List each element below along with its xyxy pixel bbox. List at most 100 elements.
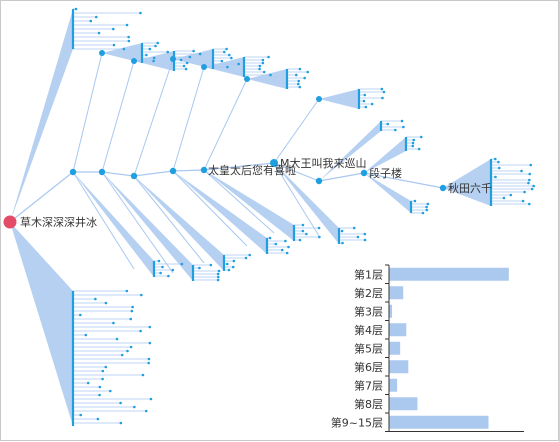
tree-leaf-node [156,41,160,45]
tree-branch-node [316,96,322,102]
bar-category-label: 第7层 [354,378,383,392]
tree-link [273,162,320,182]
tree-leaf-node [411,144,415,148]
tree-leaf-node [298,238,302,242]
tree-leaf-node [528,178,531,182]
tree-fan [134,176,224,271]
tree-leaf-node [521,199,525,203]
tree-leaf-node [112,43,116,47]
bar-category-label: 第2层 [354,286,383,300]
tree-leaf-node [185,61,189,65]
tree-leaf-node [148,47,152,51]
tree-leaf-node [267,55,270,59]
tree-leaf-node [317,226,321,230]
tree-labels: 草木深深深井冰 太皇太后您有喜啦 M大王叫我来巡山 段子楼 秋田六千 [20,156,492,229]
tree-leaf-node [248,253,251,257]
tree-leaf-node [301,223,305,227]
tree-leaf-node [198,266,201,270]
tree-leaf-node [340,229,344,233]
tree-leaf-node [426,202,430,206]
bar-category-label: 第3层 [354,304,383,318]
tree-leaf-node [400,119,404,123]
bar-category-label: 第6层 [354,360,383,374]
tree-leaf-node [139,329,142,333]
tree-leaf-node [523,190,526,194]
tree-leaf-node [147,357,151,361]
tree-links [9,8,534,426]
tree-branch-node [131,58,137,64]
tree-fan [319,121,381,181]
bar-2 [389,286,404,300]
tree-leaf-node [532,184,536,188]
tree-link [133,58,174,177]
tree-leaf-node [133,405,136,409]
tree-leaf-node [182,64,186,68]
bar-category-label: 第1层 [354,267,383,281]
tree-leaf-node [352,226,356,230]
tree-fan [173,171,267,254]
tree-leaf-node [287,245,290,249]
tree-leaf-node [148,341,152,345]
tree-leaf-node [184,67,188,71]
tree-fan [204,57,244,77]
tree-branch-node [201,64,207,70]
tree-leaf-node [244,256,248,260]
tree-leaf-node [220,59,224,63]
tree-leaf-node [126,349,129,353]
tree-leaf-node [131,305,134,309]
tree-leaf-node [280,248,284,252]
bar-category-label: 第5层 [354,341,383,355]
tree-hub-node [69,168,77,176]
tree-leaf-node [148,325,152,329]
tree-leaf-node [298,85,302,89]
tree-fan [73,172,154,277]
tree-leaf-node [225,262,229,266]
tree-link [172,169,205,172]
node-label-duanzilou: 段子楼 [369,166,402,180]
tree-leaf-node [98,393,101,397]
tree-leaf-node [382,90,386,94]
tree-leaf-node [411,141,415,145]
tree-branch-node [170,56,176,62]
tree-leaf-node [154,44,157,48]
tree-link [318,172,365,182]
tree-leaf-node [94,297,97,301]
tree-leaf-node [98,385,102,389]
tree-leaf-node [298,67,302,71]
tree-leaf-node [144,409,148,413]
tree-leaf-node [145,53,148,57]
tree-hub-node [315,177,323,185]
bar-1 [389,267,509,281]
tree-leaf-node [520,169,523,173]
tree-leaf-node [104,301,108,305]
tree-leaf-node [381,96,384,100]
tree-link [101,171,135,177]
tree-fan [443,159,491,206]
tree-leaf-node [284,239,287,243]
tree-leaf-node [111,27,115,31]
tree-leaf-node [497,160,500,164]
tree-leaf-node [96,417,100,421]
tree-leaf-node [363,232,367,236]
tree-leaf-node [297,79,301,83]
tree-leaf-node [341,241,344,245]
tree-leaf-node [120,353,124,357]
tree-leaf-node [231,265,235,269]
bar-category-label: 第9~15层 [331,415,383,429]
tree-leaf-node [529,163,533,167]
tree-leaf-node [296,82,300,86]
bar-category-label: 第8层 [354,397,383,411]
tree-hub-node [200,166,208,174]
tree-hub-node [360,169,368,177]
tree-leaf-node [274,242,278,246]
tree-leaf-node [149,397,153,401]
tree-leaf-node [386,122,390,126]
tree-fan [364,173,411,213]
tree-link [101,60,135,173]
tree-leaf-node [94,15,98,19]
tree-leaf-node [209,263,213,267]
tree-leaf-node [261,61,265,65]
